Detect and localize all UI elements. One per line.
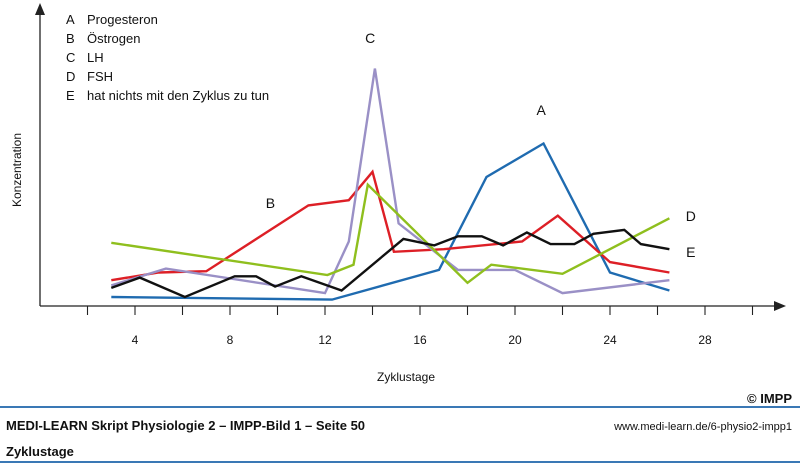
x-axis-label: Zyklustage bbox=[377, 370, 435, 384]
footer-caption: Zyklustage bbox=[6, 444, 74, 459]
legend: A Progesteron B Östrogen C LH D FSH E hat nichts … bbox=[66, 12, 269, 103]
footer-title: MEDI-LEARN Skript Physiologie 2 – IMPP-B… bbox=[6, 418, 366, 433]
x-axis-arrow bbox=[774, 301, 786, 311]
y-axis-label: Konzentration bbox=[10, 133, 24, 207]
x-tick-label: 16 bbox=[413, 333, 427, 347]
x-tick-label: 12 bbox=[318, 333, 332, 347]
x-ticks bbox=[86, 306, 754, 315]
x-tick-label: 24 bbox=[603, 333, 617, 347]
callout-E: E bbox=[686, 244, 695, 260]
legend-label: Progesteron bbox=[87, 12, 158, 27]
legend-label: FSH bbox=[87, 69, 113, 84]
callout-D: D bbox=[686, 208, 696, 224]
legend-label: Östrogen bbox=[87, 31, 140, 46]
footer-url: www.medi-learn.de/6-physio2-impp1 bbox=[614, 421, 792, 433]
series-line-E bbox=[110, 228, 670, 299]
series-line-C bbox=[110, 68, 670, 295]
legend-key: B bbox=[66, 31, 75, 46]
x-tick-labels: 4 8 12 16 20 24 28 bbox=[132, 333, 712, 347]
legend-label: LH bbox=[87, 50, 104, 65]
copyright-notice: © IMPP bbox=[747, 391, 792, 406]
series-line-D bbox=[111, 182, 670, 285]
series-line-A bbox=[111, 141, 670, 301]
series-line-B bbox=[111, 169, 670, 282]
callout-A: A bbox=[536, 102, 546, 118]
x-tick-label: 4 bbox=[132, 333, 139, 347]
chart: 4 8 12 16 20 24 28 A Progesteron B Östrogen C LH D FS… bbox=[10, 3, 786, 384]
footer-divider bbox=[0, 406, 800, 408]
legend-label: hat nichts mit den Zyklus zu tun bbox=[87, 88, 269, 103]
callout-C: C bbox=[365, 30, 375, 46]
legend-key: D bbox=[66, 69, 75, 84]
callout-B: B bbox=[266, 195, 275, 211]
axes bbox=[35, 3, 786, 311]
x-tick-label: 8 bbox=[227, 333, 234, 347]
x-tick-label: 28 bbox=[698, 333, 712, 347]
series-lines bbox=[110, 68, 670, 301]
x-tick-label: 20 bbox=[508, 333, 522, 347]
legend-key: A bbox=[66, 12, 75, 27]
legend-key: E bbox=[66, 88, 75, 103]
series-callouts: A B C D E bbox=[266, 30, 696, 260]
legend-key: C bbox=[66, 50, 75, 65]
y-axis-arrow bbox=[35, 3, 45, 15]
